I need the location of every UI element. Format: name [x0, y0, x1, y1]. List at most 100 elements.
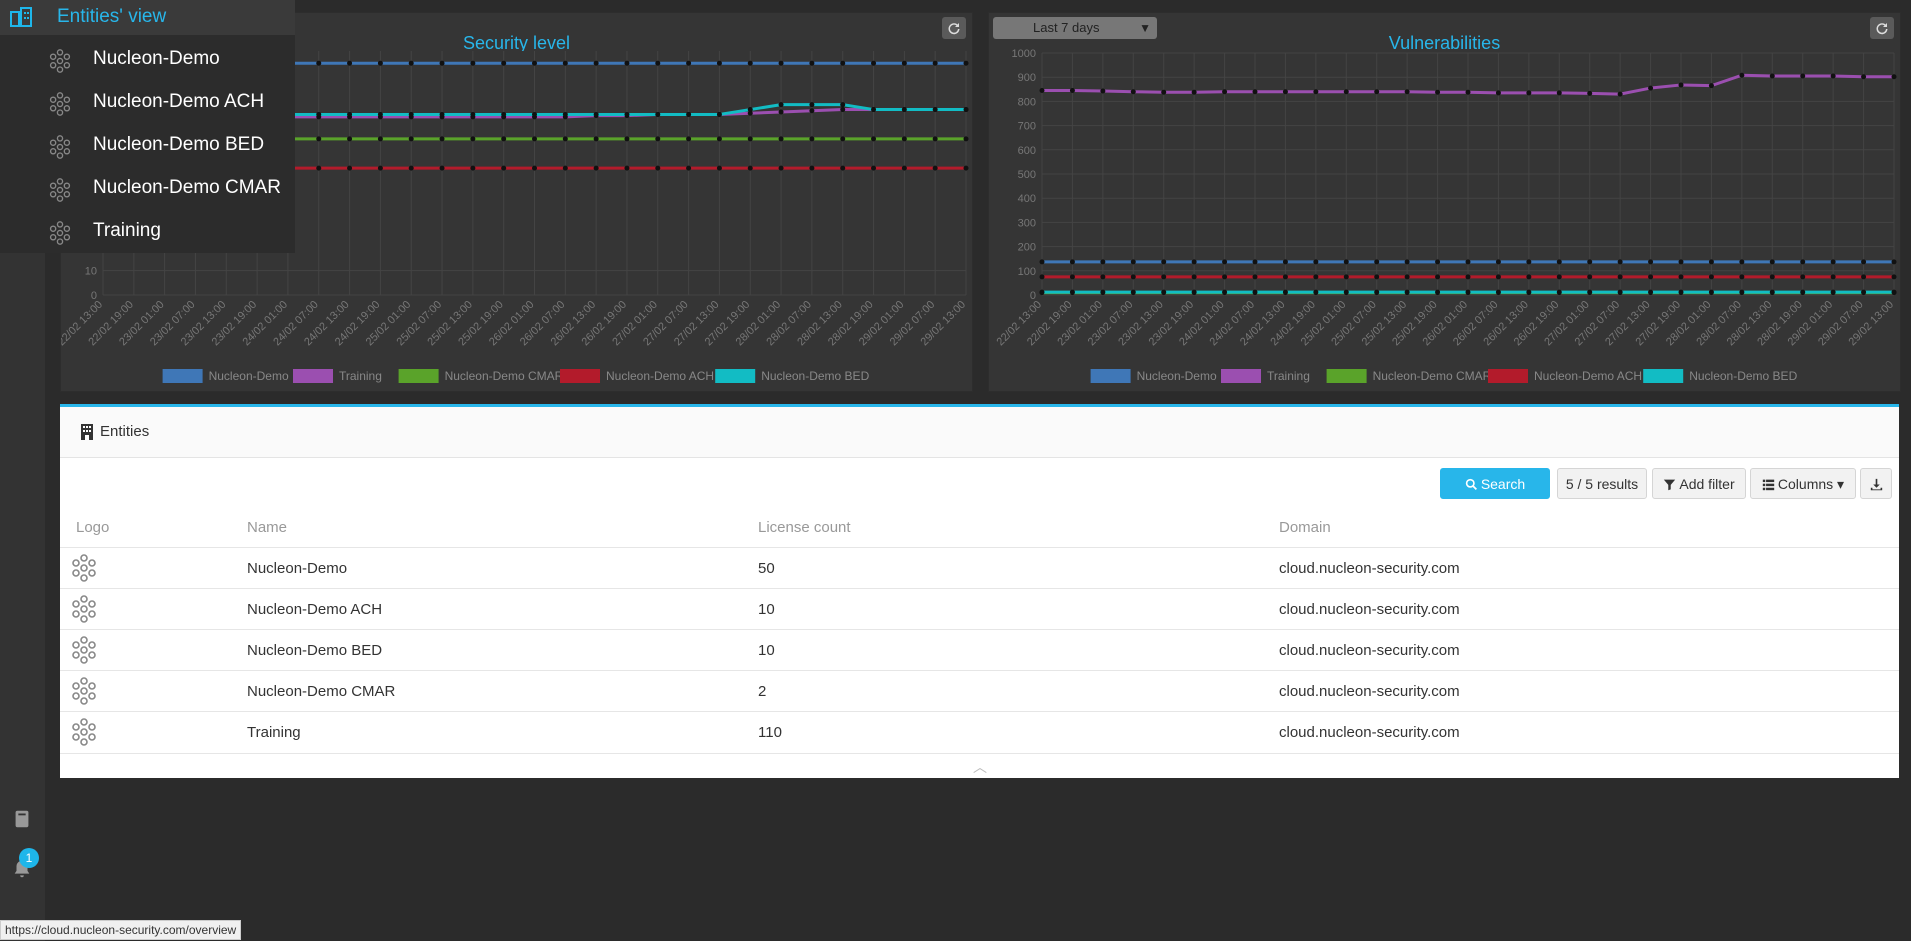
column-header-logo[interactable]: Logo	[76, 519, 110, 536]
vulnerabilities-refresh-button[interactable]	[1870, 17, 1894, 39]
entity-logo-icon	[48, 92, 72, 116]
data-point	[1739, 289, 1745, 295]
entities-view-header[interactable]: Entities' view	[0, 0, 295, 35]
data-point	[1191, 89, 1197, 95]
data-point	[1161, 274, 1167, 280]
security-level-title: Security level	[462, 33, 571, 53]
data-point	[932, 107, 938, 113]
search-button[interactable]: Search	[1440, 468, 1550, 499]
data-point	[1343, 289, 1349, 295]
entity-logo-icon	[48, 221, 72, 245]
entities-panel-header: Entities	[60, 407, 1899, 458]
search-button-label: Search	[1480, 476, 1526, 492]
data-point	[1343, 259, 1349, 265]
data-point	[1891, 259, 1897, 265]
data-point	[1891, 74, 1897, 80]
menu-item-training[interactable]: Training	[0, 212, 295, 252]
data-point	[347, 60, 353, 66]
table-row[interactable]: Nucleon-Demo ACH 10 cloud.nucleon-securi…	[60, 588, 1899, 630]
table-row[interactable]: Nucleon-Demo BED 10 cloud.nucleon-securi…	[60, 629, 1899, 671]
y-tick-label: 400	[1018, 193, 1036, 205]
data-point	[901, 60, 907, 66]
data-point	[1769, 289, 1775, 295]
data-point	[1039, 88, 1045, 94]
data-point	[840, 60, 846, 66]
entities-dropdown-menu: Entities' view Nucleon-Demo Nucleon-Demo…	[0, 0, 295, 253]
data-point	[1648, 85, 1654, 91]
column-header-domain[interactable]: Domain	[1279, 519, 1331, 536]
table-row[interactable]: Training 110 cloud.nucleon-security.com	[60, 711, 1899, 754]
table-row[interactable]: Nucleon-Demo 50 cloud.nucleon-security.c…	[60, 547, 1899, 589]
period-select[interactable]: Last 7 days ▼	[993, 17, 1157, 39]
data-point	[1648, 289, 1654, 295]
legend-label: Nucleon-Demo BED	[761, 369, 869, 383]
data-point	[1374, 259, 1380, 265]
results-count-button[interactable]: 5 / 5 results	[1557, 468, 1647, 499]
download-button[interactable]	[1860, 468, 1892, 499]
data-point	[532, 136, 537, 142]
data-point	[778, 109, 784, 115]
entity-name: Nucleon-Demo ACH	[247, 601, 383, 618]
menu-item-nucleon-demo-cmar[interactable]: Nucleon-Demo CMAR	[0, 169, 295, 209]
menu-item-label: Nucleon-Demo ACH	[93, 91, 265, 112]
filter-icon	[1664, 479, 1676, 491]
data-point	[1130, 274, 1136, 280]
y-tick-label: 200	[1018, 242, 1036, 254]
data-point	[1861, 289, 1867, 295]
collapse-chevron-up-icon[interactable]: ︿	[973, 759, 987, 775]
menu-item-nucleon-demo-ach[interactable]: Nucleon-Demo ACH	[0, 83, 295, 123]
book-icon[interactable]	[11, 808, 33, 830]
building-icon	[80, 424, 94, 440]
data-point	[932, 165, 938, 171]
security-refresh-button[interactable]	[942, 17, 966, 39]
data-point	[1100, 88, 1106, 94]
data-point	[778, 136, 784, 142]
legend-swatch	[162, 369, 203, 383]
data-point	[747, 165, 753, 171]
data-point	[1587, 90, 1593, 96]
data-point	[316, 60, 322, 66]
data-point	[1739, 274, 1745, 280]
data-point	[532, 60, 537, 66]
data-point	[1069, 289, 1075, 295]
data-point	[316, 136, 322, 142]
data-point	[1800, 289, 1806, 295]
data-point	[901, 165, 907, 171]
results-count-label: 5 / 5 results	[1565, 476, 1639, 492]
data-point	[1830, 73, 1836, 79]
entity-logo-icon	[70, 718, 98, 746]
status-url-tooltip: https://cloud.nucleon-security.com/overv…	[0, 920, 242, 940]
menu-item-nucleon-demo-bed[interactable]: Nucleon-Demo BED	[0, 126, 295, 166]
menu-item-nucleon-demo[interactable]: Nucleon-Demo	[0, 40, 295, 80]
legend-label: Nucleon-Demo	[209, 369, 289, 383]
license-count: 50	[758, 560, 775, 577]
data-point	[686, 136, 692, 142]
data-point	[655, 136, 661, 142]
add-filter-button[interactable]: Add filter	[1652, 468, 1746, 499]
chevron-down-icon: ▼	[1139, 21, 1151, 35]
data-point	[1100, 259, 1106, 265]
data-point	[809, 165, 815, 171]
data-point	[1404, 274, 1410, 280]
legend-label: Training	[339, 369, 382, 383]
data-point	[963, 165, 969, 171]
data-point	[439, 136, 445, 142]
data-point	[1465, 89, 1471, 95]
data-point	[716, 136, 722, 142]
data-point	[747, 107, 753, 113]
data-point	[716, 60, 722, 66]
columns-button[interactable]: Columns ▾	[1750, 468, 1856, 499]
legend-label: Nucleon-Demo ACH	[606, 369, 714, 383]
column-header-license-count[interactable]: License count	[758, 519, 851, 536]
data-point	[1495, 289, 1501, 295]
column-header-name[interactable]: Name	[247, 519, 288, 536]
data-point	[1678, 82, 1684, 88]
data-point	[1891, 289, 1897, 295]
table-row[interactable]: Nucleon-Demo CMAR 2 cloud.nucleon-securi…	[60, 670, 1899, 712]
data-point	[1222, 259, 1228, 265]
data-point	[1708, 289, 1714, 295]
data-point	[655, 165, 661, 171]
data-point	[1100, 289, 1106, 295]
data-point	[1678, 289, 1684, 295]
data-point	[747, 110, 753, 116]
